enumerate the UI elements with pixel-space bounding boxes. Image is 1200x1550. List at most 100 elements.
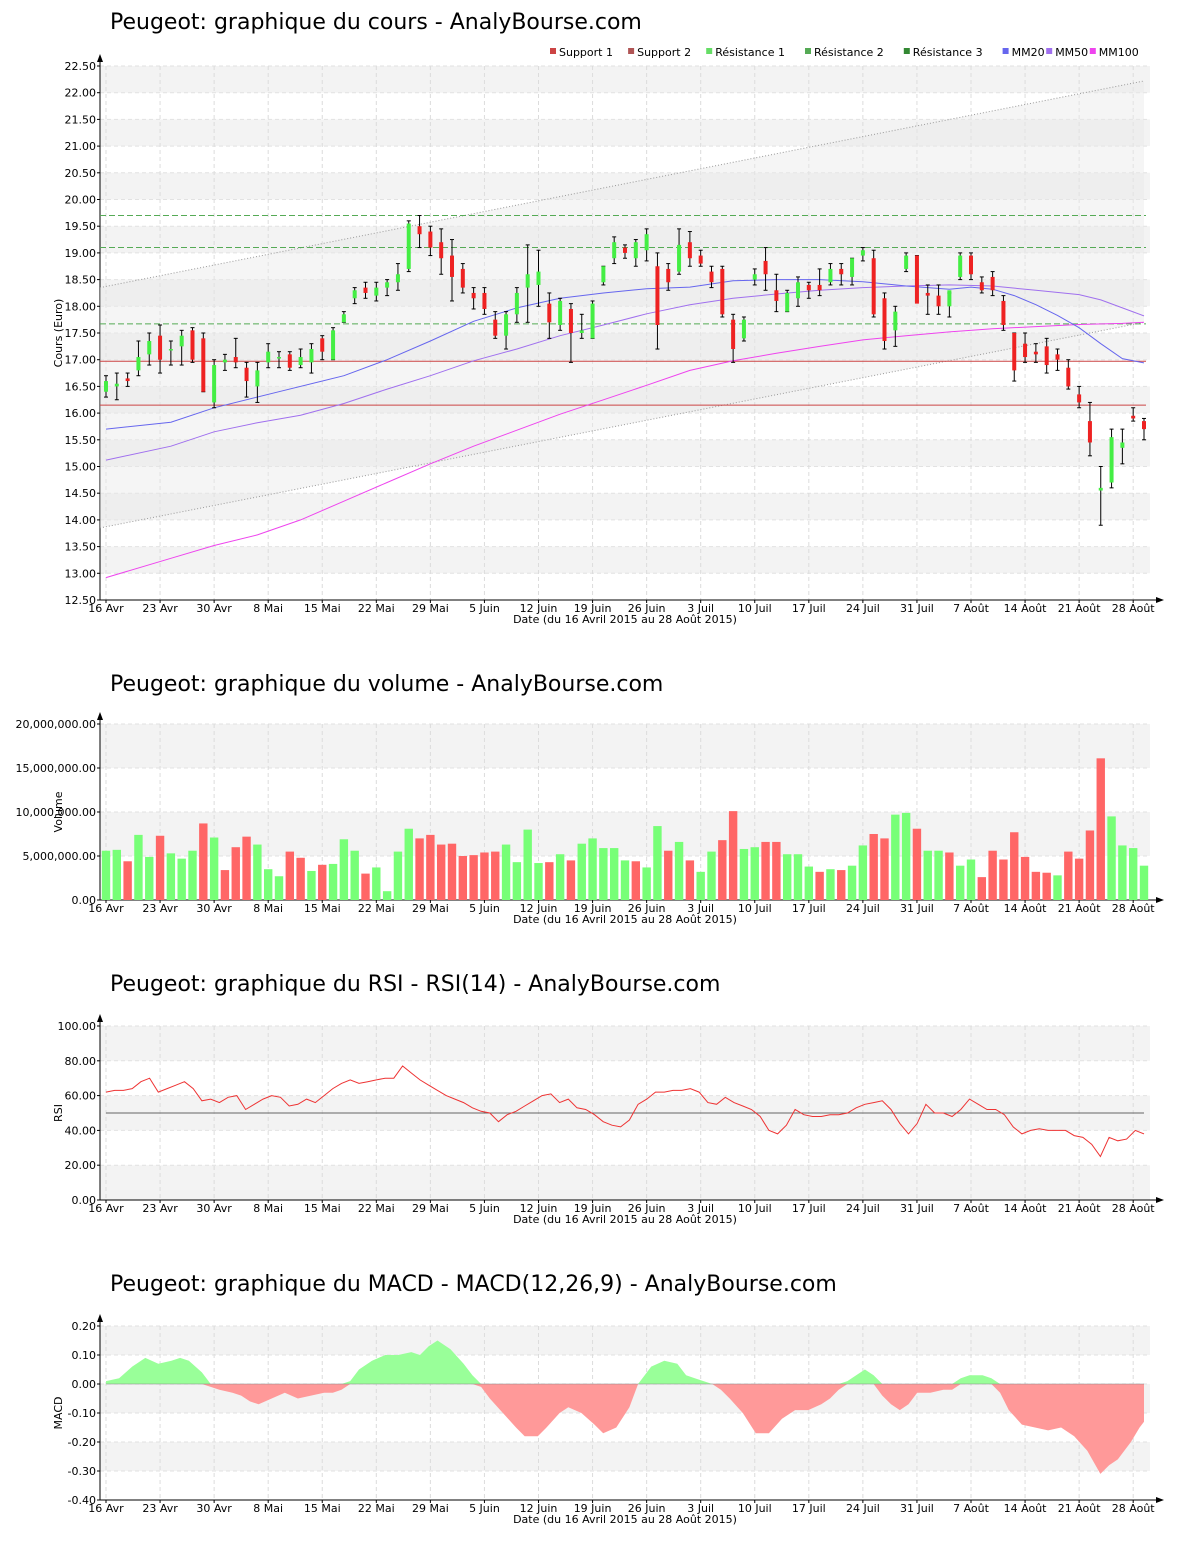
volume-bar bbox=[793, 854, 803, 900]
x-tick-label: 8 Mai bbox=[253, 602, 283, 615]
volume-bar bbox=[361, 873, 370, 900]
volume-bar bbox=[1118, 845, 1127, 900]
y-tick-label: 16.00 bbox=[65, 407, 97, 420]
candle-body bbox=[125, 378, 130, 382]
candle-body bbox=[850, 258, 855, 277]
plot-band bbox=[100, 1165, 1150, 1200]
x-tick-label: 30 Avr bbox=[196, 1202, 232, 1215]
mm50-line bbox=[105, 284, 1145, 461]
x-tick-label: 7 Août bbox=[953, 602, 990, 615]
y-tick-label: 40.00 bbox=[65, 1124, 97, 1137]
y-tick-label: 20.00 bbox=[65, 1159, 97, 1172]
x-tick-label: 28 Août bbox=[1112, 902, 1156, 915]
candle-body bbox=[774, 290, 779, 301]
y-tick-label: -0.30 bbox=[68, 1465, 96, 1478]
x-tick-label: 21 Août bbox=[1058, 1202, 1102, 1215]
candle-body bbox=[298, 357, 303, 366]
volume-bar bbox=[1020, 856, 1030, 900]
legend-label: Support 1 bbox=[559, 46, 613, 59]
x-tick-label: 19 Juin bbox=[574, 602, 612, 615]
candle-body bbox=[731, 319, 736, 350]
candle-body bbox=[439, 242, 444, 259]
x-tick-label: 21 Août bbox=[1058, 1502, 1102, 1515]
candle-body bbox=[277, 357, 281, 359]
x-axis-arrow bbox=[1156, 597, 1164, 603]
candle-body bbox=[936, 295, 941, 307]
candle-body bbox=[698, 255, 703, 264]
y-tick-label: -0.20 bbox=[68, 1436, 96, 1449]
legend-label: MM50 bbox=[1055, 46, 1088, 59]
rsi-chart-title: Peugeot: graphique du RSI - RSI(14) - An… bbox=[110, 972, 721, 997]
candle-body bbox=[493, 319, 498, 336]
rsi-line bbox=[105, 1065, 1145, 1158]
volume-bar bbox=[912, 828, 922, 900]
plot-band bbox=[100, 493, 1150, 520]
candle-body bbox=[806, 284, 811, 291]
volume-bar bbox=[804, 866, 814, 900]
candle-body bbox=[352, 290, 357, 299]
candle-body bbox=[666, 268, 671, 283]
x-tick-label: 22 Mai bbox=[358, 902, 395, 915]
volume-bar bbox=[999, 859, 1008, 900]
candle-body bbox=[741, 319, 746, 339]
candle-body bbox=[136, 357, 141, 371]
y-tick-label: 18.00 bbox=[65, 300, 97, 313]
volume-bar bbox=[199, 823, 208, 900]
volume-bar bbox=[155, 835, 165, 900]
volume-bar bbox=[1010, 832, 1019, 900]
volume-bar bbox=[1042, 872, 1051, 900]
y-tick-label: 22.00 bbox=[65, 87, 97, 100]
candle-body bbox=[796, 282, 800, 299]
candle-body bbox=[1023, 343, 1028, 358]
volume-bar bbox=[858, 845, 868, 900]
x-tick-label: 28 Août bbox=[1112, 1202, 1156, 1215]
candle-body bbox=[471, 292, 476, 299]
candle-body bbox=[201, 338, 206, 392]
x-tick-label: 8 Mai bbox=[253, 1202, 283, 1215]
y-tick-label: 5,000,000.00 bbox=[23, 850, 96, 863]
macd-negative-area bbox=[106, 1384, 1144, 1474]
x-tick-label: 23 Avr bbox=[142, 602, 178, 615]
volume-bar bbox=[469, 855, 478, 900]
candle-body bbox=[244, 367, 249, 382]
candle-body bbox=[417, 226, 422, 235]
y-tick-label: 15.50 bbox=[65, 434, 97, 447]
volume-bar bbox=[761, 841, 770, 900]
volume-bar bbox=[826, 869, 835, 900]
x-tick-label: 24 Juil bbox=[846, 902, 880, 915]
x-tick-label: 15 Mai bbox=[304, 602, 341, 615]
plot-band bbox=[100, 386, 1150, 414]
y-axis-title: RSI bbox=[52, 1104, 65, 1122]
volume-bar bbox=[599, 848, 608, 900]
candle-body bbox=[871, 258, 876, 315]
candle-body bbox=[233, 357, 238, 363]
candle-body bbox=[406, 223, 411, 269]
x-tick-label: 19 Juin bbox=[574, 902, 612, 915]
x-axis-title: Date (du 16 Avril 2015 au 28 Août 2015) bbox=[513, 613, 737, 626]
volume-bar bbox=[880, 838, 889, 900]
x-tick-label: 26 Juin bbox=[628, 1202, 666, 1215]
volume-bar bbox=[209, 837, 219, 900]
candle-body bbox=[1131, 415, 1136, 419]
volume-bar bbox=[382, 891, 392, 900]
volume-bar bbox=[458, 856, 468, 900]
y-tick-label: 100.00 bbox=[58, 1020, 97, 1033]
plot-band bbox=[100, 546, 1150, 574]
y-tick-label: 14.00 bbox=[65, 514, 97, 527]
candle-body bbox=[255, 370, 260, 387]
x-tick-label: 3 Juil bbox=[687, 902, 714, 915]
volume-bar bbox=[512, 862, 522, 900]
candle-body bbox=[374, 287, 379, 296]
x-tick-label: 26 Juin bbox=[628, 902, 666, 915]
y-tick-label: 15,000,000.00 bbox=[16, 762, 96, 775]
y-tick-label: 21.50 bbox=[65, 113, 97, 126]
plot-band bbox=[100, 812, 1150, 856]
volume-bar bbox=[545, 862, 554, 900]
volume-bar bbox=[393, 851, 403, 900]
candle-body bbox=[222, 359, 227, 363]
y-tick-label: 18.50 bbox=[65, 274, 97, 287]
volume-bar bbox=[436, 844, 446, 900]
x-tick-label: 22 Mai bbox=[358, 1502, 395, 1515]
y-tick-label: 14.50 bbox=[65, 487, 97, 500]
y-tick-label: -0.10 bbox=[68, 1407, 96, 1420]
